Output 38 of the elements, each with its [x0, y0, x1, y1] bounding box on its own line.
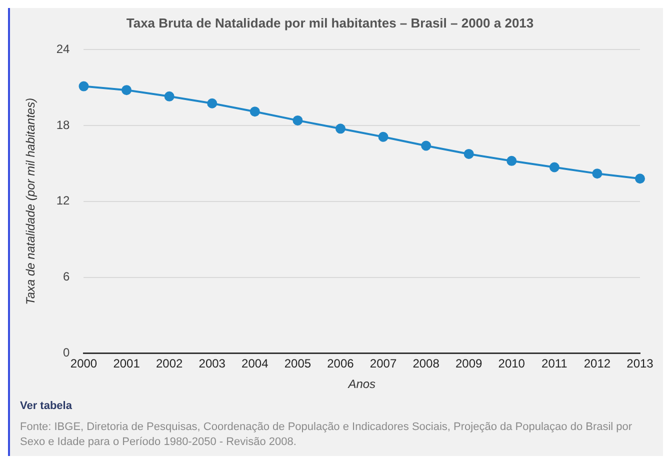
y-tick-label: 12 [56, 194, 70, 208]
x-tick-label: 2009 [455, 356, 483, 371]
x-tick-label: 2012 [584, 356, 611, 371]
x-tick-label: 2001 [113, 356, 140, 371]
point [250, 106, 260, 117]
x-tick-label: 2011 [542, 356, 568, 371]
chart-title: Taxa Bruta de Natalidade por mil habitantes – Brasil – 2000 a 2013 [126, 15, 534, 30]
point [378, 132, 388, 142]
y-tick-label: 6 [63, 270, 70, 284]
point [549, 162, 560, 172]
point [122, 85, 132, 96]
y-tick-label: 24 [56, 42, 70, 56]
x-tick-label: 2008 [412, 356, 440, 371]
x-tick-label: 2007 [370, 356, 397, 371]
x-tick-label: 2000 [70, 356, 98, 371]
x-tick-label: 2005 [284, 356, 312, 371]
y-tick-label: 18 [56, 118, 70, 132]
x-tick-label: 2013 [626, 356, 654, 371]
point [164, 91, 174, 102]
x-axis-title: Anos [347, 377, 376, 392]
x-tick-label: 2002 [156, 356, 183, 371]
x-tick-label: 2003 [198, 356, 226, 371]
point [635, 174, 645, 184]
point [335, 124, 346, 134]
text: Ver tabela [20, 400, 73, 412]
y-axis-title: Taxa de natalidade (por mil habitantes) [24, 98, 38, 305]
point [78, 81, 89, 92]
y-tick-label: 0 [63, 346, 70, 360]
x-tick-label: 2006 [327, 356, 354, 371]
point [292, 115, 303, 126]
x-tick-label: 2010 [498, 356, 526, 371]
point [592, 168, 602, 179]
x-tick-label: 2004 [242, 356, 269, 371]
point [421, 140, 432, 151]
source-note: Fonte: IBGE, Diretoria de Pesquisas, Coordenação de População e Indicadores Sociais, Projeção da Populaçao do Brasil por Sexo e Idade para o Período 1980-2050 - Revisão 2008. [20, 420, 634, 450]
point [207, 98, 218, 108]
point [464, 148, 474, 159]
point [506, 156, 517, 166]
